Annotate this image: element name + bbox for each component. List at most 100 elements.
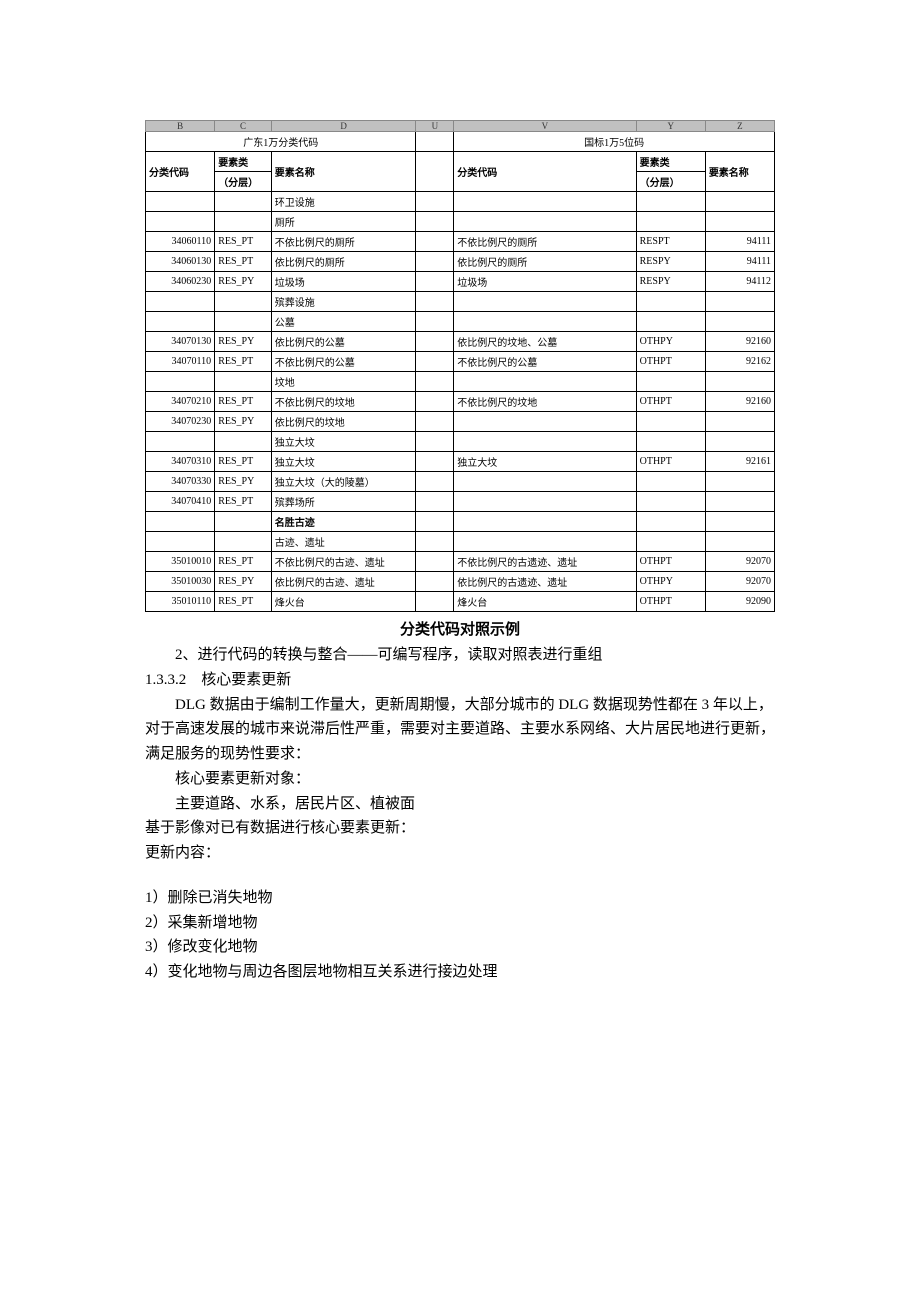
table-cell: 不依比例尺的厕所 bbox=[271, 232, 416, 252]
spacer-cell bbox=[416, 392, 454, 412]
table-cell bbox=[454, 512, 636, 532]
list-item: 2）采集新增地物 bbox=[145, 911, 775, 936]
spacer-cell bbox=[416, 252, 454, 272]
table-cell: 独立大坟 bbox=[271, 452, 416, 472]
table-cell: RES_PT bbox=[215, 232, 272, 252]
spacer-cell bbox=[416, 412, 454, 432]
table-caption: 分类代码对照示例 bbox=[145, 618, 775, 639]
step-2-text: 2、进行代码的转换与整合——可编写程序，读取对照表进行重组 bbox=[145, 643, 775, 668]
table-cell bbox=[454, 292, 636, 312]
table-cell: RES_PY bbox=[215, 412, 272, 432]
table-cell: 35010110 bbox=[146, 592, 215, 612]
table-cell: 94111 bbox=[705, 252, 774, 272]
table-row: 34070110RES_PT不依比例尺的公墓不依比例尺的公墓OTHPT92162 bbox=[146, 352, 775, 372]
list-item: 3）修改变化地物 bbox=[145, 935, 775, 960]
table-cell: 垃圾场 bbox=[271, 272, 416, 292]
table-cell: 烽火台 bbox=[271, 592, 416, 612]
table-cell: RES_PT bbox=[215, 452, 272, 472]
table-cell: 依比例尺的公墓 bbox=[271, 332, 416, 352]
spacer-cell bbox=[416, 292, 454, 312]
table-cell bbox=[705, 292, 774, 312]
table-cell: 34060230 bbox=[146, 272, 215, 292]
header-left-name: 要素名称 bbox=[271, 152, 416, 192]
table-cell: RES_PY bbox=[215, 572, 272, 592]
table-cell: 不依比例尺的古遗迹、遗址 bbox=[454, 552, 636, 572]
table-cell: RES_PT bbox=[215, 492, 272, 512]
update-list: 1）删除已消失地物2）采集新增地物3）修改变化地物4）变化地物与周边各图层地物相… bbox=[145, 886, 775, 985]
spacer-cell bbox=[416, 492, 454, 512]
table-row: 34060130RES_PT依比例尺的厕所依比例尺的厕所RESPY94111 bbox=[146, 252, 775, 272]
table-cell bbox=[705, 472, 774, 492]
section-heading: 1.3.3.2 核心要素更新 bbox=[145, 668, 775, 693]
spacer-cell bbox=[416, 212, 454, 232]
right-table-title: 国标1万5位码 bbox=[454, 132, 775, 152]
table-cell: 名胜古迹 bbox=[271, 512, 416, 532]
table-cell: 依比例尺的厕所 bbox=[271, 252, 416, 272]
table-cell: 35010010 bbox=[146, 552, 215, 572]
table-cell bbox=[146, 372, 215, 392]
table-cell: RES_PT bbox=[215, 592, 272, 612]
table-cell: OTHPT bbox=[636, 552, 705, 572]
spacer-cell bbox=[416, 192, 454, 212]
table-cell: RESPY bbox=[636, 272, 705, 292]
table-cell: 34070410 bbox=[146, 492, 215, 512]
table-row: 35010010RES_PT不依比例尺的古迹、遗址不依比例尺的古遗迹、遗址OTH… bbox=[146, 552, 775, 572]
table-row: 34060110RES_PT不依比例尺的厕所不依比例尺的厕所RESPT94111 bbox=[146, 232, 775, 252]
spacer-cell bbox=[416, 312, 454, 332]
col-letter: D bbox=[271, 121, 416, 132]
table-cell bbox=[215, 372, 272, 392]
table-cell bbox=[215, 192, 272, 212]
paragraph-3: 主要道路、水系，居民片区、植被面 bbox=[145, 792, 775, 817]
header-right-sublayer: （分层） bbox=[636, 172, 705, 192]
table-cell bbox=[636, 532, 705, 552]
table-cell: 92162 bbox=[705, 352, 774, 372]
table-cell: 34070230 bbox=[146, 412, 215, 432]
spacer-cell bbox=[416, 512, 454, 532]
paragraph-2: 核心要素更新对象： bbox=[145, 767, 775, 792]
table-cell: 不依比例尺的公墓 bbox=[271, 352, 416, 372]
table-cell bbox=[636, 192, 705, 212]
table-cell bbox=[146, 312, 215, 332]
spacer-cell bbox=[416, 432, 454, 452]
table-row: 环卫设施 bbox=[146, 192, 775, 212]
spacer-cell bbox=[416, 332, 454, 352]
table-cell bbox=[215, 512, 272, 532]
table-cell: OTHPY bbox=[636, 572, 705, 592]
table-row: 34070330RES_PY独立大坟（大的陵墓） bbox=[146, 472, 775, 492]
paragraph-1: DLG 数据由于编制工作量大，更新周期慢，大部分城市的 DLG 数据现势性都在 … bbox=[145, 693, 775, 767]
table-cell bbox=[146, 512, 215, 532]
table-cell bbox=[705, 212, 774, 232]
table-cell bbox=[636, 512, 705, 532]
table-cell: 34070210 bbox=[146, 392, 215, 412]
table-title-row: 广东1万分类代码 国标1万5位码 bbox=[146, 132, 775, 152]
list-item: 4）变化地物与周边各图层地物相互关系进行接边处理 bbox=[145, 960, 775, 985]
table-cell bbox=[454, 372, 636, 392]
code-mapping-table: B C D U V Y Z 广东1万分类代码 国标1万5位码 分类代码 要素类 … bbox=[145, 120, 775, 612]
spacer-cell bbox=[416, 452, 454, 472]
table-cell bbox=[215, 432, 272, 452]
col-letter: U bbox=[416, 121, 454, 132]
spacer-cell bbox=[416, 272, 454, 292]
table-cell: 烽火台 bbox=[454, 592, 636, 612]
table-cell bbox=[705, 512, 774, 532]
table-cell bbox=[636, 292, 705, 312]
table-cell: 依比例尺的古迹、遗址 bbox=[271, 572, 416, 592]
table-row: 34070130RES_PY依比例尺的公墓依比例尺的坟地、公墓OTHPY9216… bbox=[146, 332, 775, 352]
table-cell: RES_PY bbox=[215, 332, 272, 352]
header-row-1: 分类代码 要素类 要素名称 分类代码 要素类 要素名称 bbox=[146, 152, 775, 172]
table-cell bbox=[636, 472, 705, 492]
spacer-cell bbox=[416, 352, 454, 372]
table-cell bbox=[705, 372, 774, 392]
table-cell: RES_PY bbox=[215, 272, 272, 292]
table-row: 名胜古迹 bbox=[146, 512, 775, 532]
spacer-cell bbox=[416, 592, 454, 612]
column-letters-row: B C D U V Y Z bbox=[146, 121, 775, 132]
spacer-cell bbox=[416, 532, 454, 552]
table-cell: OTHPT bbox=[636, 452, 705, 472]
table-cell bbox=[636, 492, 705, 512]
table-row: 34070310RES_PT独立大坟独立大坟OTHPT92161 bbox=[146, 452, 775, 472]
table-cell: OTHPY bbox=[636, 332, 705, 352]
table-cell bbox=[636, 412, 705, 432]
table-cell bbox=[636, 212, 705, 232]
spacer-cell bbox=[416, 372, 454, 392]
